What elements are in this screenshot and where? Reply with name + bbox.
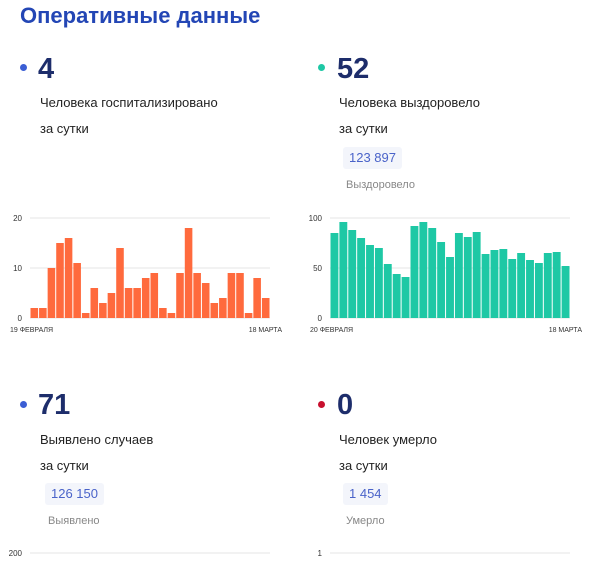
bar — [481, 254, 490, 318]
recovered-line2: за сутки — [339, 121, 388, 136]
cases-description: Выявлено случаев за сутки — [40, 427, 260, 479]
bar — [392, 274, 401, 318]
hospitalized-line2: за сутки — [40, 121, 89, 136]
recovered-line1: Человека выздоровело — [339, 95, 480, 110]
bar — [219, 298, 227, 318]
recovered-total-label: Выздоровело — [346, 179, 415, 191]
bar — [348, 230, 357, 318]
bar — [150, 273, 159, 318]
bar — [236, 273, 244, 318]
bar — [357, 238, 366, 318]
bar — [47, 268, 56, 318]
deaths-description: Человек умерло за сутки — [339, 427, 559, 479]
bar — [366, 245, 374, 318]
bar — [193, 273, 201, 318]
bar — [419, 222, 428, 318]
hospitalized-value: 4 — [38, 53, 55, 85]
y-tick-label: 1 — [318, 549, 323, 558]
cases-value: 71 — [38, 389, 71, 421]
deaths-total-badge: 1 454 — [343, 483, 388, 505]
bar — [552, 252, 561, 318]
bar — [159, 308, 167, 318]
bar — [383, 264, 392, 318]
bar — [454, 233, 463, 318]
bar — [116, 248, 124, 318]
bar — [30, 308, 39, 318]
bar — [210, 303, 219, 318]
bar — [90, 288, 99, 318]
bar — [141, 278, 150, 318]
deaths-value: 0 — [337, 389, 354, 421]
bar — [401, 277, 410, 318]
x-start-label: 19 ФЕВРАЛЯ — [10, 327, 53, 334]
bar — [534, 263, 543, 318]
bar — [339, 222, 348, 318]
page-title: Оперативные данные — [20, 3, 261, 28]
bar — [499, 249, 508, 318]
x-end-label: 18 МАРТА — [249, 327, 283, 334]
bar — [176, 273, 184, 318]
bar — [543, 253, 552, 318]
deaths-line1: Человек умерло — [339, 432, 437, 447]
recovered-dot-icon — [318, 64, 325, 71]
bar — [64, 238, 73, 318]
bar — [526, 260, 534, 318]
bar — [201, 283, 210, 318]
bar — [517, 253, 526, 318]
hospitalized-description: Человека госпитализировано за сутки — [40, 90, 260, 142]
cases-line1: Выявлено случаев — [40, 432, 154, 447]
cases-line2: за сутки — [40, 458, 89, 473]
deaths-chart: 1 — [318, 549, 570, 558]
bar — [56, 243, 64, 318]
bar — [39, 308, 47, 318]
bar — [490, 250, 499, 318]
bar — [73, 263, 81, 318]
cases-total-label: Выявлено — [48, 515, 100, 527]
bar — [410, 226, 419, 318]
bar — [81, 313, 90, 318]
bar — [167, 313, 176, 318]
bar — [428, 228, 437, 318]
hospitalized-dot-icon — [20, 64, 27, 71]
bar — [561, 266, 570, 318]
deaths-dot-icon — [318, 401, 325, 408]
bar — [99, 303, 107, 318]
x-start-label: 20 ФЕВРАЛЯ — [310, 327, 353, 334]
deaths-total-label: Умерло — [346, 515, 385, 527]
cases-dot-icon — [20, 401, 27, 408]
bar — [472, 232, 481, 318]
recovered-total-badge: 123 897 — [343, 147, 402, 169]
bar — [124, 288, 133, 318]
y-tick-label: 100 — [309, 214, 323, 223]
y-tick-label: 20 — [13, 214, 22, 223]
bar — [437, 242, 446, 318]
bar — [107, 293, 116, 318]
bar — [261, 298, 270, 318]
y-tick-label: 50 — [313, 264, 322, 273]
recovered-chart: 0 50 100 20 ФЕВРАЛЯ 18 МАРТА — [309, 214, 583, 334]
y-tick-label: 200 — [9, 549, 23, 558]
y-tick-label: 0 — [18, 314, 23, 323]
bar — [446, 257, 454, 318]
hospitalized-chart: 0 10 20 19 ФЕВРАЛЯ 18 МАРТА — [10, 214, 283, 334]
recovered-description: Человека выздоровело за сутки — [339, 90, 559, 142]
recovered-value: 52 — [337, 53, 370, 85]
bar — [227, 273, 236, 318]
bar — [133, 288, 141, 318]
cases-chart: 200 — [9, 549, 270, 558]
cases-total-badge: 126 150 — [45, 483, 104, 505]
deaths-line2: за сутки — [339, 458, 388, 473]
hospitalized-line1: Человека госпитализировано — [40, 95, 218, 110]
bar — [244, 313, 253, 318]
bar — [374, 248, 383, 318]
y-tick-label: 10 — [13, 264, 22, 273]
y-tick-label: 0 — [318, 314, 323, 323]
x-end-label: 18 МАРТА — [549, 327, 583, 334]
bar — [253, 278, 261, 318]
bar — [508, 259, 517, 318]
bar — [184, 228, 193, 318]
bar — [463, 237, 472, 318]
bar — [330, 233, 339, 318]
